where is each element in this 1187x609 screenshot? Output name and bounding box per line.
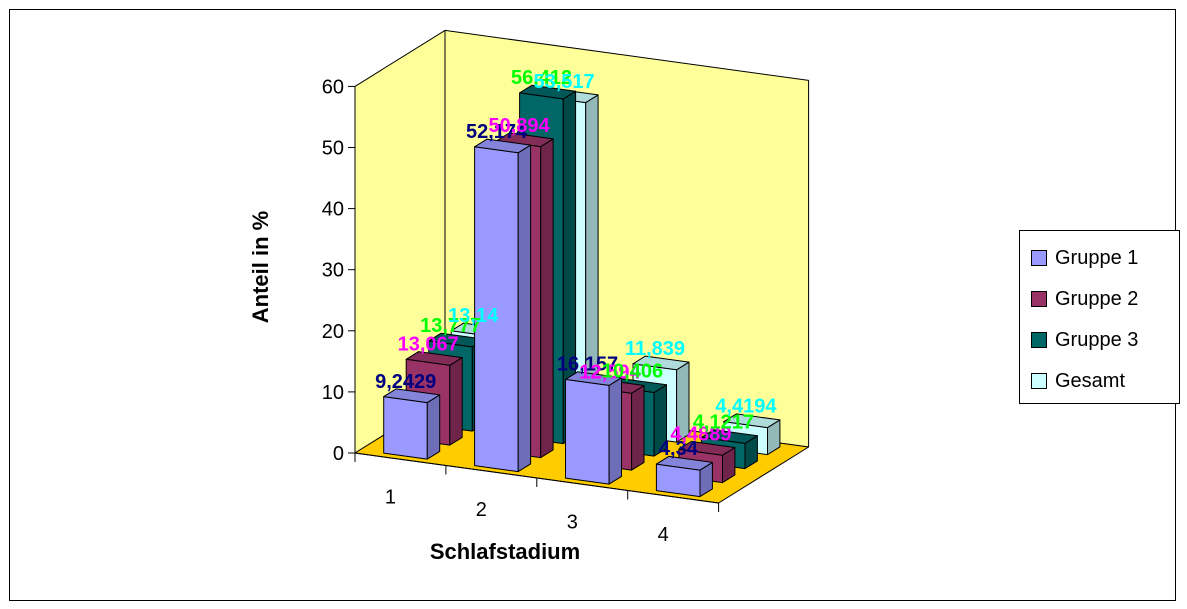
x-tick-label: 4 xyxy=(658,524,669,546)
y-tick-label: 10 xyxy=(322,382,344,404)
bar-gruppe-1-1 xyxy=(383,388,441,460)
bar-side xyxy=(608,377,622,485)
y-tick-label: 20 xyxy=(322,321,344,343)
bar-gruppe-1-2 xyxy=(474,138,532,473)
bar-gruppe-1-3 xyxy=(565,371,622,485)
legend-item-gruppe-1: Gruppe 1 xyxy=(1031,246,1138,270)
bar-top xyxy=(700,429,758,444)
bar-top xyxy=(565,371,622,386)
data-label: 52,174 xyxy=(466,121,528,143)
data-label: 4,4194 xyxy=(715,396,777,418)
legend-item-gesamt: Gesamt xyxy=(1031,369,1125,393)
legend-label: Gruppe 3 xyxy=(1055,328,1139,351)
data-label: 11,839 xyxy=(625,338,685,360)
bar-front xyxy=(565,378,610,485)
bar-side xyxy=(517,144,532,473)
data-label: 50,894 xyxy=(489,115,551,137)
bar-top xyxy=(405,351,463,366)
legend-label: Gruppe 1 xyxy=(1055,246,1139,269)
bar-top xyxy=(723,413,781,429)
chart-axes: 0 10 20 30 40 50 60 1 2 3 4 xyxy=(322,76,720,546)
legend-swatch-gruppe-3 xyxy=(1031,332,1047,348)
legend-label: Gruppe 2 xyxy=(1055,287,1139,310)
data-label: 13,14 xyxy=(448,305,499,327)
x-tick-label: 2 xyxy=(476,499,487,521)
legend-label: Gesamt xyxy=(1055,369,1126,392)
legend-swatch-gruppe-2 xyxy=(1031,291,1047,307)
bar-side xyxy=(631,385,645,471)
bar-top xyxy=(519,84,577,100)
bar-top xyxy=(655,455,713,471)
y-tick-label: 0 xyxy=(333,443,344,465)
data-label: 13,777 xyxy=(420,315,481,337)
y-tick-label: 30 xyxy=(322,260,344,282)
y-tick-label: 50 xyxy=(322,138,344,160)
data-label: 13,067 xyxy=(398,333,459,355)
data-label: 9,2429 xyxy=(375,371,436,393)
data-label: 10,406 xyxy=(602,361,663,383)
data-label: 12,594 xyxy=(579,361,641,383)
bar-top xyxy=(678,441,736,456)
legend-item-gruppe-3: Gruppe 3 xyxy=(1031,328,1138,352)
chart-data-labels: 9,2429 52,174 16,157 4,34 13,067 50,894 12,594… xyxy=(375,67,777,460)
bar-top xyxy=(383,388,441,404)
data-label: 56,412 xyxy=(511,67,572,89)
x-tick-label: 3 xyxy=(567,511,578,533)
bar-side xyxy=(426,394,441,460)
x-tick-label: 1 xyxy=(385,486,396,508)
x-axis-title: Schlafstadium xyxy=(430,539,580,564)
bar-front xyxy=(383,396,428,460)
legend-item-gruppe-2: Gruppe 2 xyxy=(1031,287,1138,311)
bar-side xyxy=(540,138,554,459)
bar-side xyxy=(449,357,463,446)
bar-gruppe-1-4 xyxy=(655,455,713,498)
legend-swatch-gruppe-1 xyxy=(1031,250,1047,266)
y-tick-label: 60 xyxy=(322,76,344,98)
y-axis-title: Anteil in % xyxy=(248,211,273,323)
chart-bars xyxy=(383,84,781,498)
data-label: 4,4889 xyxy=(670,423,731,445)
chart-legend: Gruppe 1 Gruppe 2 Gruppe 3 Gesamt xyxy=(1019,230,1180,404)
data-label: 4,1217 xyxy=(693,412,754,434)
bar-top xyxy=(632,355,690,371)
data-label: 16,157 xyxy=(557,354,618,376)
y-tick-label: 40 xyxy=(322,199,344,221)
bar-top xyxy=(474,138,532,154)
legend-swatch-gesamt xyxy=(1031,373,1047,389)
data-label: 53,517 xyxy=(534,71,595,93)
data-label: 4,34 xyxy=(659,438,699,460)
